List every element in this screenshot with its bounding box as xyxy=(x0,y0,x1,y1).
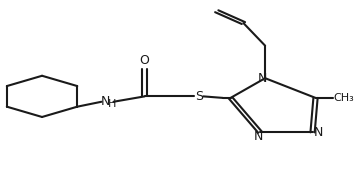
Text: N: N xyxy=(258,72,267,85)
Text: H: H xyxy=(107,99,116,109)
Text: O: O xyxy=(140,54,150,67)
Text: N: N xyxy=(101,95,110,108)
Text: N: N xyxy=(254,130,263,143)
Text: CH₃: CH₃ xyxy=(333,93,354,103)
Text: N: N xyxy=(314,126,324,139)
Text: S: S xyxy=(195,90,203,103)
